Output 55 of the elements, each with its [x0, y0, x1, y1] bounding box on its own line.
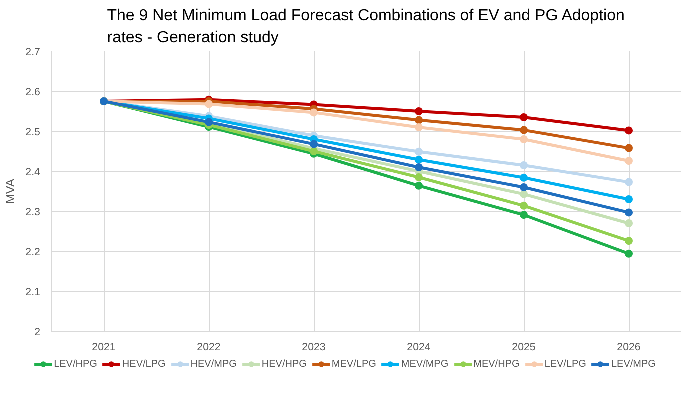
point: [415, 108, 423, 116]
y-tick-label: 2.1: [26, 286, 41, 298]
point: [415, 156, 423, 164]
y-tick-label: 2: [34, 326, 41, 338]
point: [625, 220, 633, 228]
y-tick-label: 2.7: [26, 46, 41, 58]
point: [625, 126, 633, 135]
point: [625, 144, 633, 152]
point: [310, 108, 318, 117]
point: [625, 208, 633, 217]
y-tick-label: 2.3: [26, 206, 41, 218]
legend-label: LEV/MPG: [611, 358, 656, 370]
point: [520, 202, 528, 210]
y-tick-label: 2.6: [26, 86, 41, 98]
x-tick-label: 2026: [617, 342, 641, 354]
legend-label: LEV/HPG: [54, 358, 98, 370]
x-tick-label: 2025: [512, 342, 536, 354]
point: [520, 114, 528, 122]
y-tick-label: 2.5: [26, 126, 41, 138]
point: [310, 140, 318, 148]
point: [415, 124, 423, 132]
point: [415, 182, 423, 190]
point: [625, 250, 633, 258]
point: [625, 157, 633, 166]
legend-label: MEV/HPG: [474, 358, 520, 370]
point: [625, 178, 633, 186]
legend-label: MEV/LPG: [332, 358, 376, 370]
y-tick-label: 2.4: [26, 166, 41, 178]
y-axis-title: MVA: [4, 178, 18, 204]
point: [520, 136, 528, 144]
legend-label: HEV/HPG: [262, 358, 307, 370]
point: [625, 196, 633, 204]
chart-title: The 9 Net Minimum Load Forecast Combinations of EV and PG Adoption rates - Generation study: [107, 7, 625, 46]
point: [625, 237, 633, 246]
legend-label: MEV/MPG: [401, 358, 449, 370]
legend-label: HEV/LPG: [122, 358, 166, 370]
point: [415, 116, 423, 124]
x-tick-label: 2021: [92, 342, 116, 354]
point: [520, 162, 528, 170]
point: [415, 148, 423, 156]
x-tick-label: 2022: [197, 342, 221, 354]
point: [415, 174, 423, 182]
point: [205, 100, 213, 108]
point: [520, 174, 528, 182]
point: [520, 126, 528, 134]
point: [520, 211, 528, 220]
x-tick-label: 2024: [407, 342, 431, 354]
y-tick-label: 2.2: [26, 246, 41, 258]
point: [415, 164, 423, 172]
point: [520, 190, 528, 198]
point: [310, 148, 318, 156]
legend-label: LEV/LPG: [544, 358, 586, 370]
x-tick-label: 2023: [302, 342, 326, 354]
legend-label: HEV/MPG: [190, 358, 237, 370]
point: [520, 184, 528, 192]
